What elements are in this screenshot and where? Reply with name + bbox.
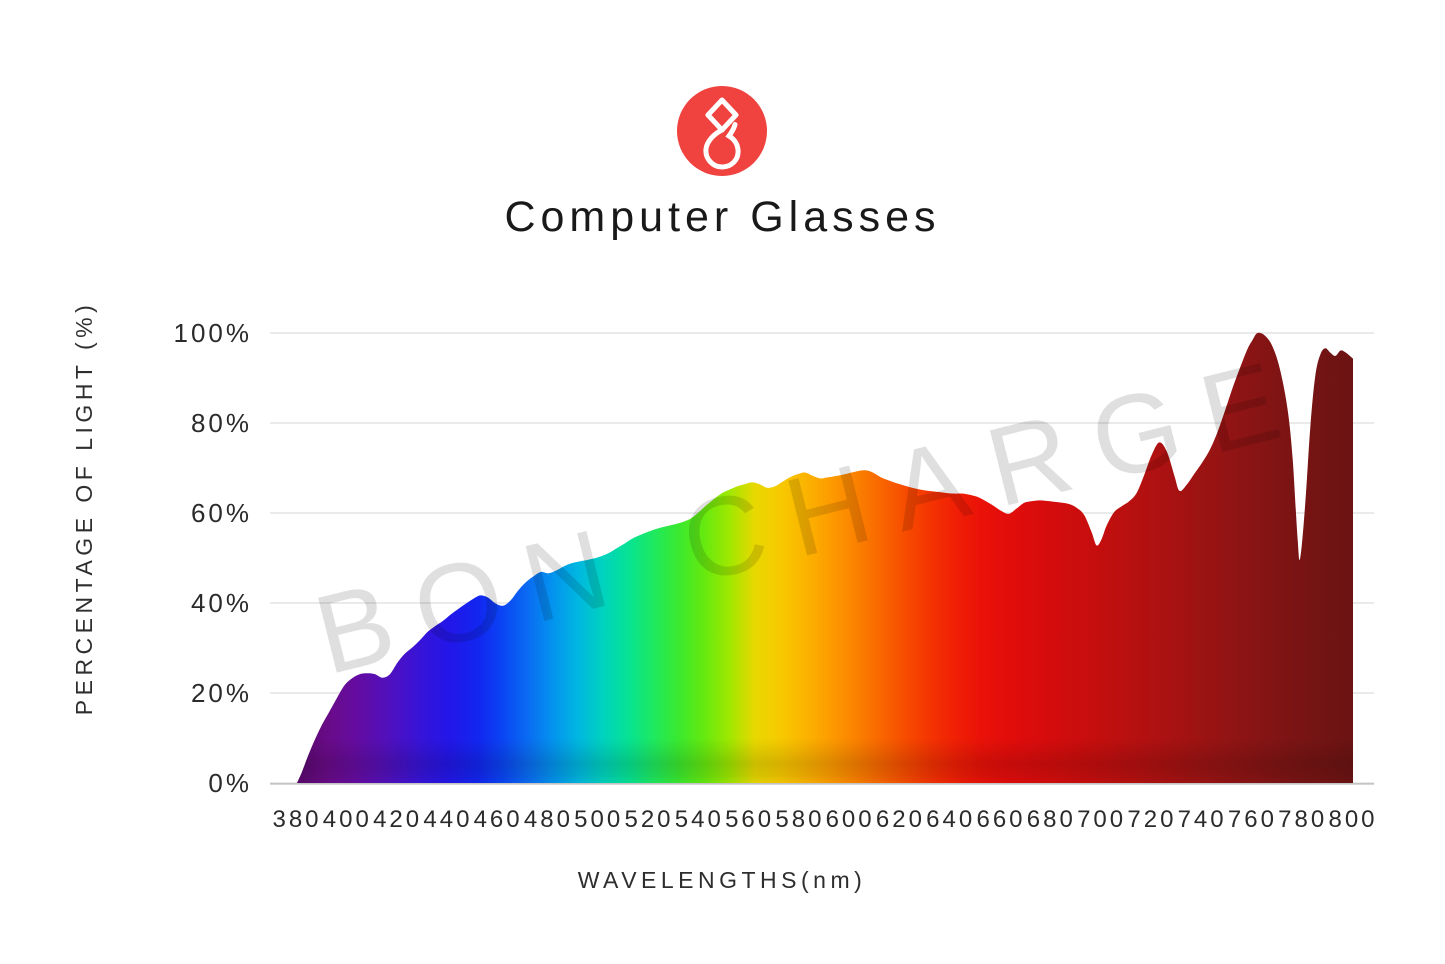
x-tick-label: 740 <box>1178 806 1227 833</box>
x-tick-label: 500 <box>574 806 623 833</box>
x-axis-tick-labels: 380 400 420 440 460 480 500 520 540 560 580 600 620 6… <box>272 806 1377 833</box>
x-tick-label: 700 <box>1077 806 1126 833</box>
x-tick-label: 800 <box>1328 806 1377 833</box>
logo-hook-shape <box>703 122 741 170</box>
page-title: Computer Glasses <box>504 193 941 241</box>
x-tick-label: 460 <box>474 806 523 833</box>
x-tick-label: 720 <box>1127 806 1176 833</box>
y-axis-tick-labels: 0% 20% 40% 60% 80% 100% <box>174 318 253 798</box>
x-tick-label: 440 <box>423 806 472 833</box>
bon-charge-logo-icon <box>677 86 767 176</box>
x-tick-label: 560 <box>725 806 774 833</box>
x-tick-label: 420 <box>373 806 422 833</box>
y-tick-label: 80% <box>191 408 252 438</box>
brand-logo <box>675 84 769 178</box>
x-tick-label: 760 <box>1228 806 1277 833</box>
spectrum-area-series <box>297 332 1353 783</box>
x-tick-label: 580 <box>775 806 824 833</box>
x-tick-label: 600 <box>826 806 875 833</box>
x-tick-label: 380 <box>272 806 321 833</box>
x-tick-label: 480 <box>524 806 573 833</box>
x-tick-label: 620 <box>876 806 925 833</box>
y-tick-label: 60% <box>191 498 252 528</box>
x-tick-label: 520 <box>624 806 673 833</box>
x-tick-label: 640 <box>926 806 975 833</box>
y-tick-label: 0% <box>208 768 252 798</box>
x-tick-label: 540 <box>675 806 724 833</box>
y-tick-label: 100% <box>174 318 253 348</box>
x-tick-label: 400 <box>323 806 372 833</box>
x-tick-label: 680 <box>1027 806 1076 833</box>
y-tick-label: 20% <box>191 678 252 708</box>
x-axis-title: WAVELENGTHS(nm) <box>578 867 867 893</box>
area-bottom-shade <box>297 738 1353 783</box>
x-tick-label: 660 <box>976 806 1025 833</box>
y-tick-label: 40% <box>191 588 252 618</box>
x-tick-label: 780 <box>1278 806 1327 833</box>
y-axis-title: PERCENTAGE OF LIGHT (%) <box>71 301 97 715</box>
